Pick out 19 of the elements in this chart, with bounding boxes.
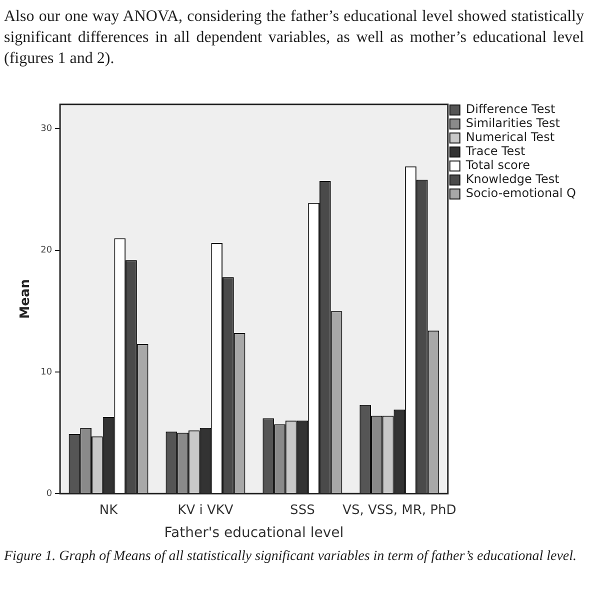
legend-label: Trace Test (464, 144, 526, 158)
legend-label: Difference Test (466, 102, 556, 116)
y-tick-label: 0 (46, 488, 52, 499)
legend-label: Knowledge Test (466, 172, 560, 186)
x-axis-title: Father's educational level (164, 525, 344, 542)
x-tick-label: KV i VKV (178, 502, 234, 518)
x-tick-label: SSS (290, 502, 315, 518)
y-tick-label: 10 (40, 367, 52, 378)
caption: Figure 1. Graph of Means of all statistically significant variables in term of father’s educational level. (4, 548, 578, 566)
legend-label: Numerical Test (466, 130, 555, 144)
legend-label: Socio-emotional Q (466, 186, 576, 200)
x-tick-label: NK (99, 502, 118, 518)
text: Also our one way ANOVA, considering the father’s educational level showed statistically significant differences in all dependent variables, as well as mother’s educational level (figures 1 and 2). (4, 7, 584, 69)
legend-label: Total score (464, 158, 530, 172)
legend-label: Similarities Test (466, 116, 560, 130)
y-axis-title: Mean (18, 279, 34, 319)
y-tick-label: 20 (40, 246, 52, 256)
y-tick-label: 30 (40, 124, 52, 134)
x-tick-label: VS, VSS, MR, PhD (342, 502, 456, 518)
